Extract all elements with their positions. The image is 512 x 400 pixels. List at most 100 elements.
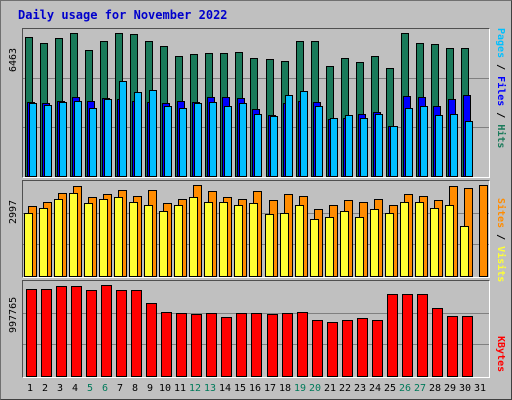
day-label: 30 bbox=[458, 383, 472, 394]
day-label: 6 bbox=[101, 383, 109, 394]
sites-bar bbox=[54, 199, 63, 277]
day-label: 4 bbox=[71, 383, 79, 394]
legend-hits-files-pages: Pages / Files / Hits bbox=[495, 28, 506, 148]
pages-bar bbox=[44, 105, 52, 177]
pages-bar bbox=[29, 103, 37, 177]
visits-bar bbox=[479, 185, 488, 277]
kbytes-bar bbox=[357, 318, 368, 377]
pages-bar bbox=[59, 102, 67, 177]
day-label: 10 bbox=[158, 383, 172, 394]
day-label: 17 bbox=[263, 383, 277, 394]
hits-max-label: 6463 bbox=[8, 47, 19, 72]
chart-title: Daily usage for November 2022 bbox=[18, 8, 228, 22]
pages-bar bbox=[360, 118, 368, 177]
kbytes-bar bbox=[56, 286, 67, 377]
sites-bar bbox=[340, 211, 349, 277]
kbytes-bar bbox=[432, 308, 443, 377]
pages-bar bbox=[134, 92, 142, 177]
day-label: 20 bbox=[308, 383, 322, 394]
kbytes-bar bbox=[176, 313, 187, 377]
day-label: 25 bbox=[383, 383, 397, 394]
kbytes-bar bbox=[327, 322, 338, 377]
kbytes-bar bbox=[372, 320, 383, 377]
day-label: 19 bbox=[293, 383, 307, 394]
sites-bar bbox=[265, 214, 274, 277]
pages-bar bbox=[119, 81, 127, 177]
day-label: 26 bbox=[398, 383, 412, 394]
legend-hits: Hits bbox=[495, 124, 506, 149]
pages-bar bbox=[390, 126, 398, 177]
kbytes-bar bbox=[161, 312, 172, 377]
kbytes-bar bbox=[342, 320, 353, 377]
hits-files-pages-panel bbox=[22, 28, 490, 178]
pages-bar bbox=[224, 106, 232, 177]
sites-bar bbox=[234, 205, 243, 277]
legend-sites: Sites bbox=[495, 198, 506, 229]
pages-bar bbox=[179, 108, 187, 177]
pages-bar bbox=[435, 115, 443, 177]
sites-bar bbox=[280, 213, 289, 277]
sites-bar bbox=[370, 209, 379, 277]
legend-kbytes: KBytes bbox=[495, 336, 506, 372]
kbytes-bar bbox=[101, 285, 112, 377]
sites-bar bbox=[204, 202, 213, 277]
sites-bar bbox=[84, 203, 93, 277]
sites-bar bbox=[355, 217, 364, 277]
kbytes-bar bbox=[236, 313, 247, 377]
sites-bar bbox=[249, 203, 258, 277]
day-label: 28 bbox=[428, 383, 442, 394]
day-label: 18 bbox=[278, 383, 292, 394]
sites-bar bbox=[159, 211, 168, 277]
pages-bar bbox=[254, 114, 262, 177]
legend-pages: Pages bbox=[495, 28, 506, 59]
day-label: 22 bbox=[338, 383, 352, 394]
sites-bar bbox=[144, 205, 153, 277]
day-label: 13 bbox=[203, 383, 217, 394]
pages-bar bbox=[375, 114, 383, 177]
kbytes-bar bbox=[462, 316, 473, 377]
pages-bar bbox=[420, 106, 428, 177]
day-label: 9 bbox=[146, 383, 154, 394]
visits-sites-panel bbox=[22, 180, 490, 278]
legend-sep: / bbox=[495, 228, 506, 247]
sites-bar bbox=[39, 208, 48, 277]
day-label: 24 bbox=[368, 383, 382, 394]
kbytes-panel bbox=[22, 280, 490, 378]
pages-bar bbox=[209, 102, 217, 177]
kbytes-bar bbox=[146, 303, 157, 377]
pages-bar bbox=[345, 115, 353, 177]
pages-bar bbox=[285, 95, 293, 177]
day-label: 1 bbox=[26, 383, 34, 394]
sites-bar bbox=[69, 193, 78, 277]
kbytes-bar bbox=[71, 286, 82, 377]
pages-bar bbox=[74, 101, 82, 177]
kbytes-bar bbox=[312, 320, 323, 377]
kbytes-bar bbox=[41, 289, 52, 377]
kbytes-max-label: 997765 bbox=[8, 296, 19, 333]
pages-bar bbox=[405, 108, 413, 177]
pages-bar bbox=[450, 114, 458, 177]
pages-bar bbox=[194, 103, 202, 177]
sites-bar bbox=[400, 202, 409, 277]
kbytes-bar bbox=[206, 313, 217, 377]
sites-bar bbox=[415, 202, 424, 277]
day-label: 12 bbox=[188, 383, 202, 394]
kbytes-bar bbox=[447, 316, 458, 377]
kbytes-bar bbox=[191, 314, 202, 377]
legend-files: Files bbox=[495, 76, 506, 107]
kbytes-bar bbox=[282, 313, 293, 377]
pages-bar bbox=[89, 108, 97, 177]
legend-visits-sites: Sites / Visits bbox=[495, 198, 506, 282]
day-label: 16 bbox=[248, 383, 262, 394]
sites-bar bbox=[460, 226, 469, 277]
day-label: 29 bbox=[443, 383, 457, 394]
sites-bar bbox=[385, 213, 394, 277]
pages-bar bbox=[465, 121, 473, 177]
sites-bar bbox=[219, 202, 228, 277]
kbytes-bar bbox=[86, 290, 97, 377]
sites-bar bbox=[24, 213, 33, 277]
legend-kbytes-label: KBytes bbox=[495, 336, 506, 373]
sites-bar bbox=[189, 197, 198, 277]
day-label: 21 bbox=[323, 383, 337, 394]
day-label: 7 bbox=[116, 383, 124, 394]
